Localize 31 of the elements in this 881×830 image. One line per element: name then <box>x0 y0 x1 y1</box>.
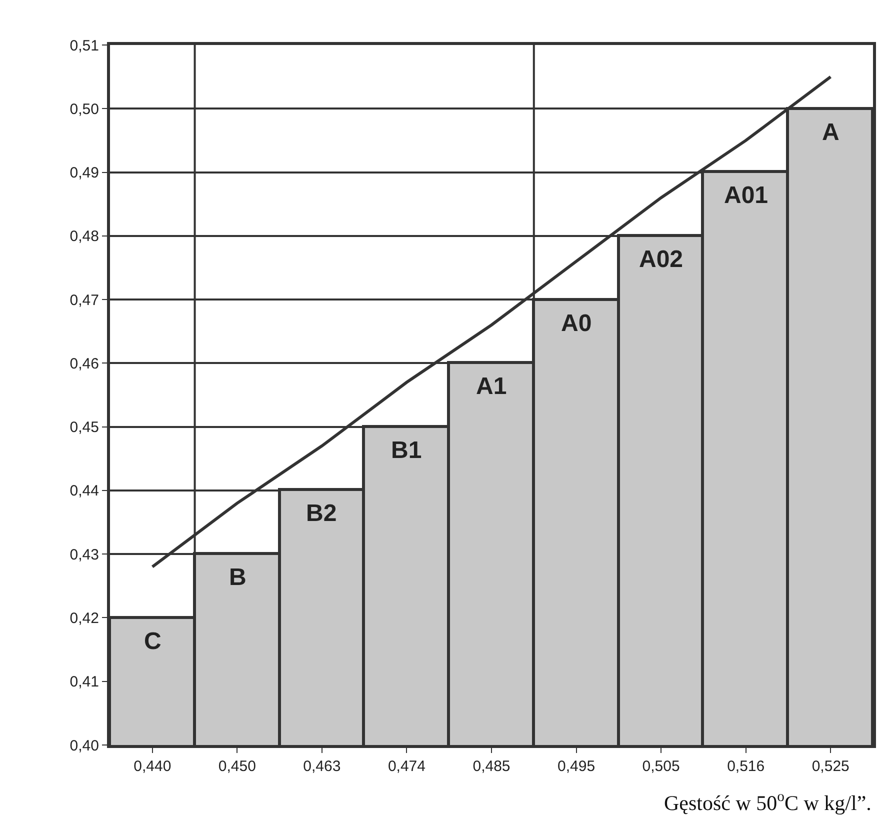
y-tick-label: 0,40 <box>70 737 99 754</box>
x-tick-label: 0,440 <box>134 758 172 775</box>
x-tick-label: 0,505 <box>642 758 680 775</box>
x-tick-label: 0,525 <box>812 758 850 775</box>
x-tick-label: 0,474 <box>388 758 426 775</box>
annotation: A1 <box>476 373 507 400</box>
y-tick-label: 0,43 <box>70 546 99 564</box>
annotation: A0 <box>561 310 592 337</box>
y-tick-label: 0,46 <box>70 355 99 372</box>
annotation: A <box>822 119 840 146</box>
y-tick-label: 0,48 <box>70 228 99 246</box>
annotation: A02 <box>639 246 684 273</box>
x-tick-label: 0,463 <box>303 758 341 775</box>
annotation: A01 <box>724 182 768 209</box>
x-axis-title: Gęstość w 50$^{o}$C w kg/l”. <box>664 789 872 815</box>
y-tick-label: 0,41 <box>70 674 99 691</box>
annotation: B <box>229 564 246 591</box>
annotation: B1 <box>391 437 422 464</box>
y-tick-label: 0,47 <box>70 292 99 309</box>
x-tick-label: 0,450 <box>218 758 256 775</box>
y-tick-label: 0,51 <box>70 37 99 54</box>
y-tick-label: 0,45 <box>70 419 99 436</box>
annotation: B2 <box>306 500 337 527</box>
x-tick-label: 0,495 <box>558 758 596 775</box>
y-tick-label: 0,50 <box>70 100 99 118</box>
annotation: C <box>144 628 162 655</box>
x-tick-label: 0,516 <box>727 758 765 775</box>
y-tick-label: 0,44 <box>70 482 99 500</box>
y-tick-label: 0,42 <box>70 610 99 627</box>
x-tick-label: 0,485 <box>472 758 510 775</box>
y-tick-label: 0,49 <box>70 164 99 182</box>
